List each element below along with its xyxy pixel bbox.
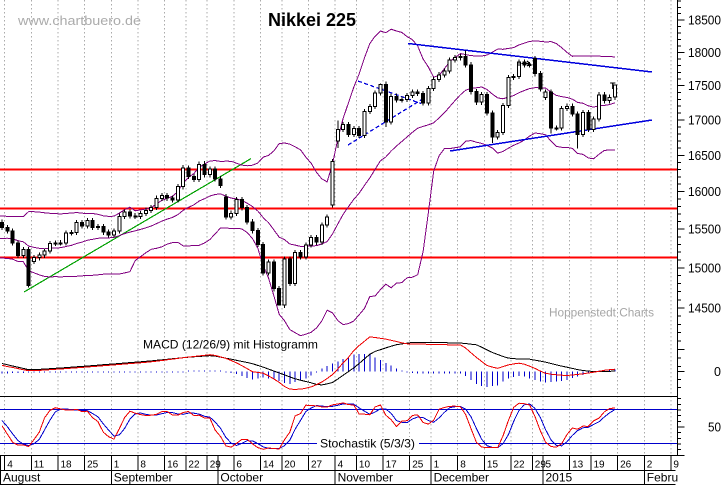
svg-text:5: 5	[546, 460, 552, 471]
svg-text:16: 16	[167, 460, 179, 471]
svg-text:8: 8	[460, 460, 466, 471]
svg-text:29: 29	[210, 460, 222, 471]
svg-text:29: 29	[535, 460, 547, 471]
svg-text:8: 8	[140, 460, 146, 471]
svg-text:16000: 16000	[688, 185, 721, 199]
svg-text:18000: 18000	[688, 46, 721, 60]
svg-text:15000: 15000	[688, 261, 721, 275]
svg-text:25: 25	[87, 460, 99, 471]
svg-text:22: 22	[514, 460, 526, 471]
svg-text:Febru: Febru	[647, 471, 678, 485]
svg-text:6: 6	[236, 460, 242, 471]
svg-text:Stochastik (5/3/3): Stochastik (5/3/3)	[320, 437, 415, 451]
svg-text:19: 19	[594, 460, 606, 471]
svg-text:18500: 18500	[688, 14, 721, 28]
svg-text:2: 2	[647, 460, 653, 471]
svg-text:22: 22	[188, 460, 200, 471]
svg-text:50: 50	[708, 421, 721, 435]
svg-text:December: December	[434, 471, 489, 485]
svg-text:25: 25	[412, 460, 424, 471]
svg-text:August: August	[3, 471, 41, 485]
svg-text:T: T	[610, 81, 616, 91]
svg-text:17: 17	[386, 460, 398, 471]
svg-text:2015: 2015	[546, 471, 573, 485]
svg-text:1: 1	[434, 460, 440, 471]
svg-text:MACD (12/26/9) mit Histogramm: MACD (12/26/9) mit Histogramm	[143, 338, 318, 352]
svg-text:16500: 16500	[688, 149, 721, 163]
svg-text:26: 26	[620, 460, 632, 471]
svg-text:17000: 17000	[688, 114, 721, 128]
svg-text:11: 11	[34, 460, 45, 471]
svg-text:9: 9	[673, 460, 679, 471]
svg-text:4: 4	[7, 460, 13, 471]
svg-text:10: 10	[359, 460, 371, 471]
svg-text:November: November	[338, 471, 393, 485]
svg-text:13: 13	[572, 460, 584, 471]
svg-text:4: 4	[338, 460, 344, 471]
svg-text:www.chartbuero.de: www.chartbuero.de	[17, 14, 141, 28]
svg-text:27: 27	[311, 460, 323, 471]
svg-text:14: 14	[263, 460, 275, 471]
svg-text:17500: 17500	[688, 79, 721, 93]
svg-text:1: 1	[114, 460, 120, 471]
svg-text:September: September	[114, 471, 173, 485]
svg-text:14500: 14500	[688, 301, 721, 315]
svg-text:18: 18	[61, 460, 73, 471]
svg-text:20: 20	[284, 460, 296, 471]
svg-text:Hoppenstedt Charts: Hoppenstedt Charts	[549, 308, 654, 320]
svg-text:October: October	[220, 471, 263, 485]
svg-text:0: 0	[714, 365, 721, 379]
svg-text:15: 15	[487, 460, 499, 471]
svg-text:Nikkei 225: Nikkei 225	[268, 10, 356, 30]
svg-text:15500: 15500	[688, 223, 721, 237]
